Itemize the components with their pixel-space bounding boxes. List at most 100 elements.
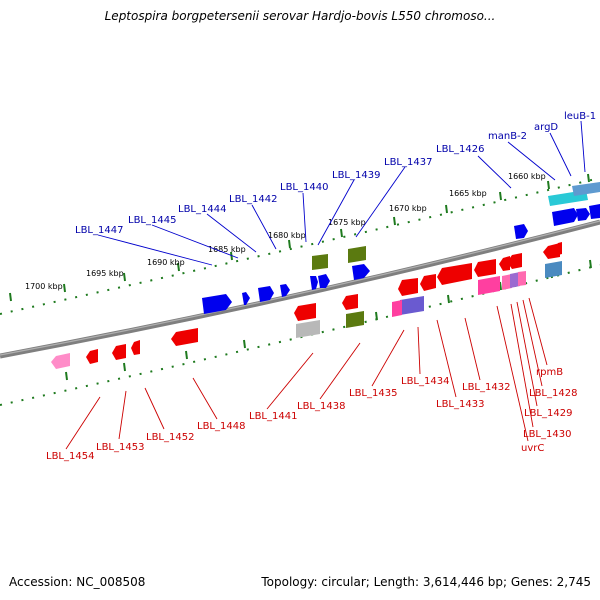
forward-gene-arrow[interactable] [552,208,578,226]
forward-gene-arrow[interactable] [242,292,250,305]
tick-mark [177,262,180,272]
reverse-gene-arrow[interactable] [474,259,496,277]
tick-mark [65,371,68,381]
tick-mark [63,283,66,293]
tick-mark [243,339,246,349]
gene-label-LBL_1435[interactable]: LBL_1435 [349,388,397,399]
gene-label-LBL_1433[interactable]: LBL_1433 [436,399,484,410]
gene-label-LBL_1445[interactable]: LBL_1445 [128,215,176,226]
forward-gene-arrow[interactable] [280,284,290,297]
kbp-labels: 1660 kbp 1665 kbp 1670 kbp 1675 kbp 1680… [25,172,546,291]
leader-line [302,192,307,243]
reverse-gene-arrow[interactable] [420,274,436,291]
reverse-gene-arrow[interactable] [398,278,418,296]
gene-label-LBL_1430[interactable]: LBL_1430 [523,429,571,440]
leader-line [118,390,127,440]
gene-label-LBL_1448[interactable]: LBL_1448 [197,421,245,432]
kbp-label: 1670 kbp [389,204,427,213]
gene-label-LBL_1437[interactable]: LBL_1437 [384,157,432,168]
leader-line [355,166,406,238]
gene-label-LBL_1428[interactable]: LBL_1428 [529,388,577,399]
gene-label-LBL_1453[interactable]: LBL_1453 [96,442,144,453]
gene-label-LBL_1447[interactable]: LBL_1447 [75,225,123,236]
rna-gene-feature[interactable] [545,261,562,278]
kbp-label: 1680 kbp [268,231,306,240]
pseudo-gene-feature[interactable] [518,271,526,286]
tick-mark [185,350,188,360]
gene-label-uvrC[interactable]: uvrC [521,443,544,454]
pseudo-gene-feature[interactable] [478,276,500,295]
reverse-gene-arrow[interactable] [555,242,562,255]
leader-line [97,234,213,266]
olive-gene-feature[interactable] [348,246,366,263]
forward-gene-arrow[interactable] [352,264,370,280]
genome-backbone [0,219,600,359]
reverse-gene-arrow[interactable] [131,340,140,355]
tick-mark [123,362,126,372]
gene-label-LBL_1434[interactable]: LBL_1434 [401,376,449,387]
reverse-gene-arrow[interactable] [171,328,198,346]
leader-line [516,301,538,407]
accession-label: Accession: NC_008508 [9,575,146,589]
gene-label-LBL_1426[interactable]: LBL_1426 [436,144,484,155]
gene-label-LBL_1452[interactable]: LBL_1452 [146,432,194,443]
tick-mark [9,292,12,302]
rna-gene-feature[interactable] [510,272,520,288]
genome-backbone-highlight [0,220,600,356]
map-title: Leptospira borgpetersenii serovar Hardjo… [104,9,496,23]
leader-line [510,303,534,428]
rna-gene-feature[interactable] [572,182,600,196]
reverse-leader-lines [65,297,548,450]
pseudo-gene-feature[interactable] [392,300,402,317]
reverse-gene-arrow[interactable] [499,256,510,271]
rna-gene-feature[interactable] [400,296,424,315]
leader-line [192,377,218,420]
gene-label-argD[interactable]: argD [534,122,558,133]
leader-line [206,213,257,253]
tick-mark [340,228,343,238]
forward-gene-arrow[interactable] [258,286,274,302]
pseudo-gene-feature[interactable] [502,274,512,290]
reverse-gene-arrow[interactable] [86,349,98,364]
forward-gene-labels: leuB-1 argD manB-2 LBL_1426 LBL_1437 LBL… [75,111,596,236]
gene-label-LBL_1444[interactable]: LBL_1444 [178,204,226,215]
gene-label-LBL_1440[interactable]: LBL_1440 [280,182,328,193]
kbp-label: 1685 kbp [208,245,246,254]
reverse-gene-arrow[interactable] [437,263,472,285]
forward-gene-arrow[interactable] [514,224,528,239]
leader-line [507,141,556,181]
gene-label-LBL_1439[interactable]: LBL_1439 [332,170,380,181]
gene-label-LBL_1441[interactable]: LBL_1441 [249,411,297,422]
leader-line [580,120,586,173]
gene-label-rpmB[interactable]: rpmB [536,367,563,378]
reverse-gene-arrow[interactable] [342,294,358,310]
kbp-label: 1700 kbp [25,282,63,291]
forward-gene-arrow[interactable] [202,294,232,314]
gene-label-LBL_1429[interactable]: LBL_1429 [524,408,572,419]
grey-gene-feature[interactable] [296,320,320,338]
reverse-gene-arrow[interactable] [507,253,522,269]
forward-gene-arrow[interactable] [576,208,590,221]
gene-label-leuB-1[interactable]: leuB-1 [564,111,596,122]
gene-label-LBL_1438[interactable]: LBL_1438 [297,401,345,412]
tick-mark [375,311,378,321]
leader-line [436,319,457,398]
gene-label-manB-2[interactable]: manB-2 [488,131,527,142]
reverse-gene-arrow[interactable] [294,303,316,321]
pseudo-gene-feature[interactable] [51,353,70,369]
gene-label-LBL_1454[interactable]: LBL_1454 [46,451,94,462]
olive-gene-feature[interactable] [312,254,328,270]
leader-line [319,342,361,400]
tick-mark [123,272,126,282]
gene-label-LBL_1432[interactable]: LBL_1432 [462,382,510,393]
gene-label-LBL_1442[interactable]: LBL_1442 [229,194,277,205]
forward-gene-arrow[interactable] [318,274,330,288]
forward-gene-arrow[interactable] [589,204,600,219]
kbp-label: 1675 kbp [328,218,366,227]
olive-gene-feature[interactable] [346,311,364,328]
leader-line [528,297,548,366]
reverse-gene-arrow[interactable] [112,344,126,360]
forward-gene-arrow[interactable] [310,276,318,290]
leader-line [522,299,543,387]
